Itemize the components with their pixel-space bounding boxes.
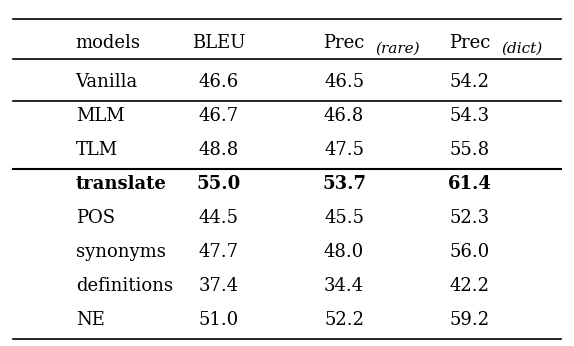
Text: 47.7: 47.7 [199,243,238,261]
Text: 48.8: 48.8 [199,141,239,159]
Text: translate: translate [76,175,166,193]
Text: (rare): (rare) [375,42,420,56]
Text: 61.4: 61.4 [448,175,492,193]
Text: 47.5: 47.5 [324,141,364,159]
Text: 44.5: 44.5 [199,209,238,227]
Text: 55.8: 55.8 [449,141,490,159]
Text: (dict): (dict) [501,42,542,56]
Text: NE: NE [76,311,104,329]
Text: 59.2: 59.2 [449,311,490,329]
Text: models: models [76,34,141,52]
Text: definitions: definitions [76,277,173,295]
Text: 34.4: 34.4 [324,277,364,295]
Text: 37.4: 37.4 [199,277,239,295]
Text: Prec: Prec [449,34,490,52]
Text: Vanilla: Vanilla [76,73,138,91]
Text: POS: POS [76,209,115,227]
Text: 56.0: 56.0 [449,243,490,261]
Text: 46.8: 46.8 [324,107,364,125]
Text: 54.3: 54.3 [449,107,490,125]
Text: 54.2: 54.2 [450,73,490,91]
Text: 53.7: 53.7 [322,175,366,193]
Text: Prec: Prec [323,34,365,52]
Text: TLM: TLM [76,141,118,159]
Text: 48.0: 48.0 [324,243,364,261]
Text: 46.5: 46.5 [324,73,364,91]
Text: 46.7: 46.7 [199,107,239,125]
Text: synonyms: synonyms [76,243,165,261]
Text: 42.2: 42.2 [450,277,490,295]
Text: 55.0: 55.0 [196,175,241,193]
Text: 51.0: 51.0 [199,311,239,329]
Text: MLM: MLM [76,107,125,125]
Text: BLEU: BLEU [192,34,245,52]
Text: 46.6: 46.6 [199,73,239,91]
Text: 45.5: 45.5 [324,209,364,227]
Text: 52.3: 52.3 [449,209,490,227]
Text: 52.2: 52.2 [324,311,364,329]
